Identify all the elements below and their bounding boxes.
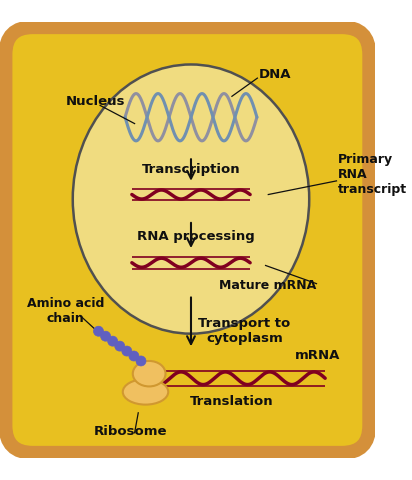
FancyBboxPatch shape <box>5 27 369 453</box>
Text: Ribosome: Ribosome <box>93 425 167 438</box>
Circle shape <box>108 336 118 346</box>
Text: Translation: Translation <box>190 395 274 408</box>
Text: Nucleus: Nucleus <box>66 95 125 108</box>
Text: mRNA: mRNA <box>295 349 340 362</box>
Circle shape <box>115 341 125 351</box>
Circle shape <box>129 351 139 361</box>
Text: Primary
RNA
transcript: Primary RNA transcript <box>338 153 407 196</box>
Circle shape <box>94 326 103 336</box>
Text: Amino acid
chain: Amino acid chain <box>27 297 104 325</box>
Text: Transport to
cytoplasm: Transport to cytoplasm <box>198 317 290 345</box>
Circle shape <box>136 356 146 366</box>
Text: RNA processing: RNA processing <box>137 230 255 243</box>
Text: Mature mRNA: Mature mRNA <box>219 279 316 292</box>
Text: DNA: DNA <box>258 68 291 81</box>
Text: Transcription: Transcription <box>142 164 240 177</box>
Ellipse shape <box>123 379 168 405</box>
Circle shape <box>122 346 132 356</box>
Circle shape <box>101 331 110 341</box>
Ellipse shape <box>73 64 309 334</box>
Ellipse shape <box>133 361 166 386</box>
